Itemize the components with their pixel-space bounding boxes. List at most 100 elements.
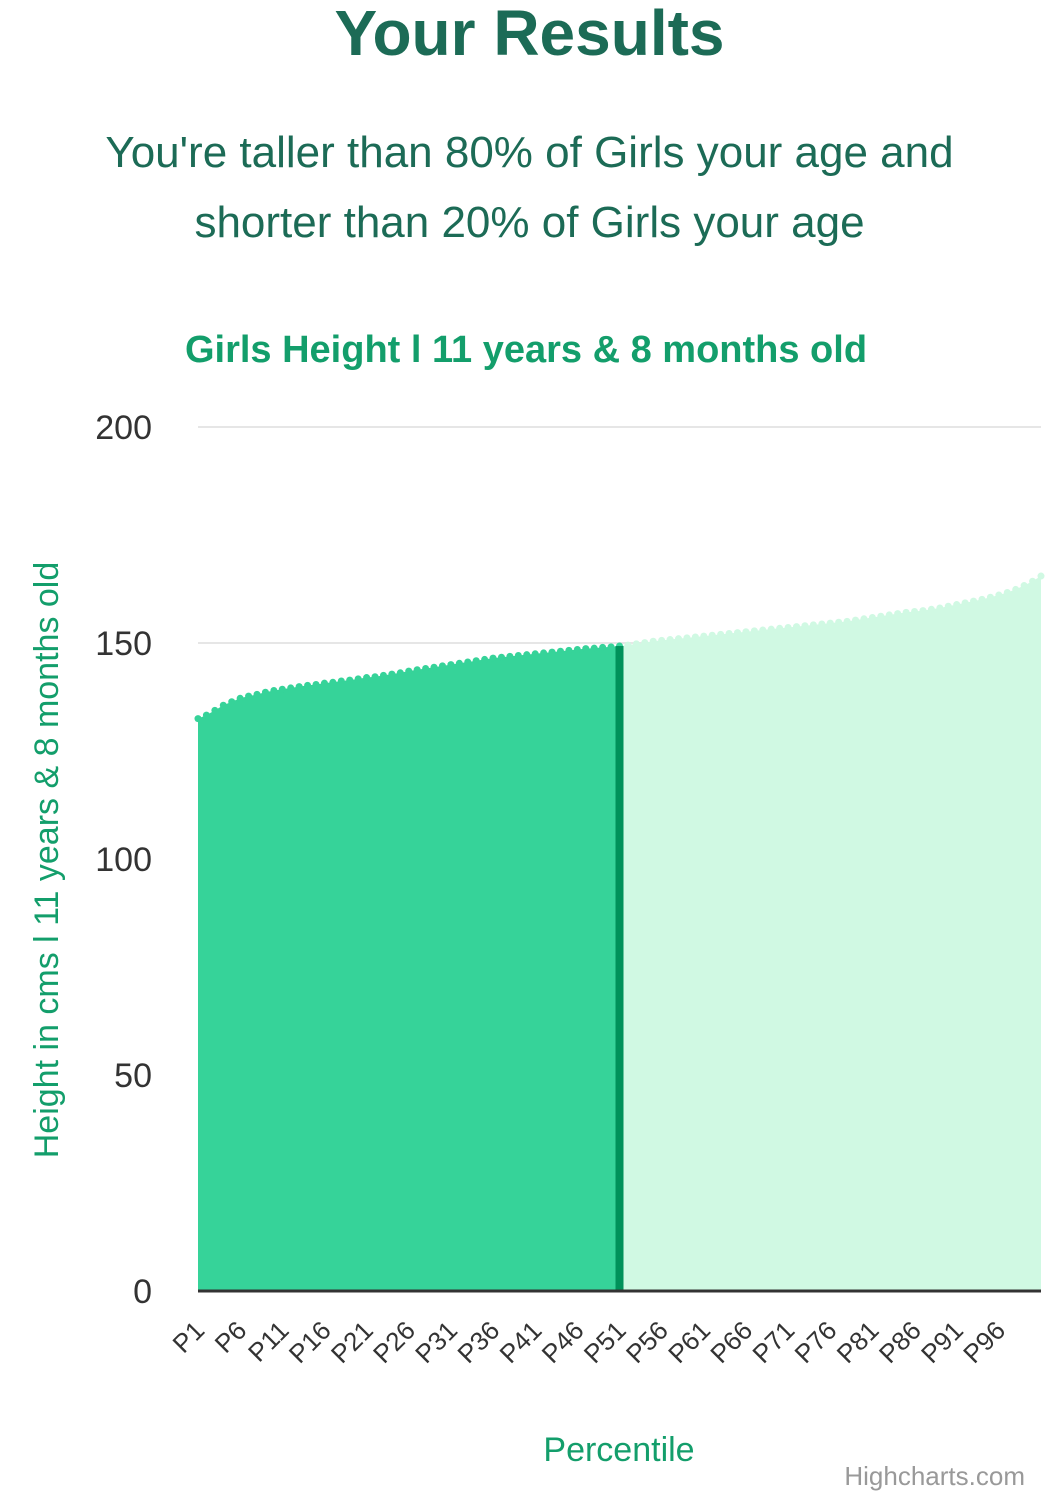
x-tick-label: P41 [494, 1315, 548, 1369]
data-point [767, 625, 775, 633]
x-tick-label: P61 [662, 1315, 716, 1369]
data-point [228, 698, 236, 706]
credits-link[interactable]: Highcharts.com [844, 1461, 1025, 1491]
data-point [683, 634, 691, 642]
data-point [1029, 577, 1037, 585]
data-point [565, 646, 573, 654]
data-point [590, 644, 598, 652]
data-point [953, 601, 961, 609]
x-tick-label: P71 [746, 1315, 800, 1369]
x-tick-label: P51 [578, 1315, 632, 1369]
x-tick-label: P91 [915, 1315, 969, 1369]
data-point [202, 711, 210, 719]
data-point [776, 624, 784, 632]
data-point [852, 616, 860, 624]
data-point [405, 667, 413, 675]
data-point [413, 666, 421, 674]
data-point [894, 610, 902, 618]
data-point [438, 662, 446, 670]
data-point [809, 621, 817, 629]
x-tick-label: P16 [283, 1315, 337, 1369]
data-point [236, 694, 244, 702]
x-tick-label: P81 [831, 1315, 885, 1369]
data-point [607, 643, 615, 651]
x-tick-label: P46 [536, 1315, 590, 1369]
data-point [708, 631, 716, 639]
x-tick-label: P11 [242, 1315, 295, 1368]
page-title: Your Results [334, 0, 725, 69]
data-point [396, 669, 404, 677]
x-tick-label: P6 [209, 1315, 253, 1359]
x-tick-label: P26 [367, 1315, 421, 1369]
data-point [506, 652, 514, 660]
data-point [447, 661, 455, 669]
data-point [675, 635, 683, 643]
data-point [860, 615, 868, 623]
summary-line-1: You're taller than 80% of Girls your age… [105, 128, 954, 177]
data-point [691, 633, 699, 641]
user-marker [615, 646, 624, 1291]
data-point [489, 654, 497, 662]
x-tick-label: P36 [451, 1315, 505, 1369]
data-point [649, 637, 657, 645]
data-point [978, 595, 986, 603]
data-point [481, 655, 489, 663]
area-series [198, 576, 1041, 1291]
data-point [666, 636, 674, 644]
data-point [194, 715, 202, 723]
data-point [725, 629, 733, 637]
data-point [1020, 582, 1028, 590]
data-point [911, 607, 919, 615]
data-point [540, 649, 548, 657]
data-point [295, 683, 303, 691]
data-point [464, 658, 472, 666]
y-tick-label: 50 [114, 1057, 152, 1095]
x-tick-label: P66 [704, 1315, 758, 1369]
data-point [759, 626, 767, 634]
data-point [995, 591, 1003, 599]
x-tick-label: P21 [325, 1315, 379, 1369]
data-point [1012, 585, 1020, 593]
data-point [472, 657, 480, 665]
x-tick-label: P1 [167, 1315, 211, 1359]
data-point [219, 701, 227, 709]
data-point [750, 627, 758, 635]
data-point [270, 687, 278, 695]
data-point [936, 604, 944, 612]
area-below-user [198, 646, 620, 1291]
data-point [346, 676, 354, 684]
data-point [354, 675, 362, 683]
user-percentile-marker [615, 646, 624, 1291]
x-axis-tick-labels: P1P6P11P16P21P26P31P36P41P46P51P56P61P66… [167, 1315, 1012, 1369]
data-point [624, 641, 632, 649]
data-point [599, 643, 607, 651]
data-point [919, 607, 927, 615]
data-point [497, 653, 505, 661]
x-tick-label: P31 [409, 1315, 463, 1369]
data-point [253, 690, 261, 698]
data-point [970, 597, 978, 605]
data-point [363, 674, 371, 682]
data-point [658, 636, 666, 644]
data-point [523, 651, 531, 659]
data-point [784, 623, 792, 631]
data-point [261, 688, 269, 696]
data-point [700, 632, 708, 640]
data-point [422, 664, 430, 672]
data-point [986, 593, 994, 601]
series-points [194, 572, 1045, 723]
y-tick-label: 200 [95, 409, 152, 447]
y-axis-tick-labels: 0 50 100 150 200 [95, 409, 152, 1311]
data-point [320, 679, 328, 687]
x-tick-label: P86 [873, 1315, 927, 1369]
data-point [388, 670, 396, 678]
data-point [717, 630, 725, 638]
data-point [801, 622, 809, 630]
data-point [531, 650, 539, 658]
data-point [379, 671, 387, 679]
data-point [304, 681, 312, 689]
data-point [843, 617, 851, 625]
data-point [1037, 572, 1045, 580]
x-tick-label: P96 [957, 1315, 1011, 1369]
data-point [944, 602, 952, 610]
